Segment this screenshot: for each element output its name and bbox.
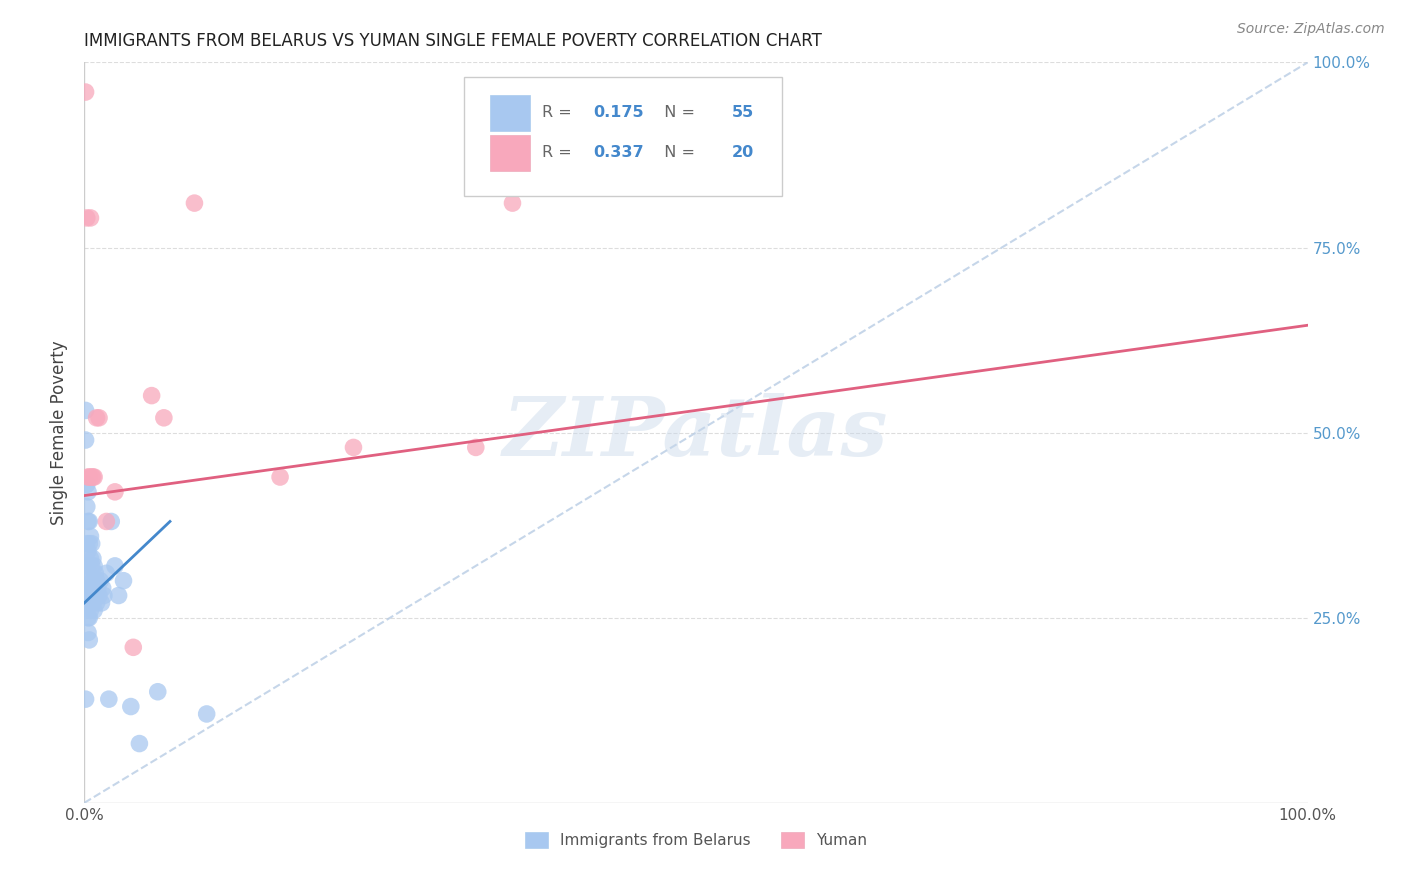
Point [76, 500, 98, 514]
Point [87, 410, 110, 425]
Point [77, 566, 100, 581]
Point [80, 558, 103, 573]
Y-axis label: Single Female Poverty: Single Female Poverty [51, 341, 69, 524]
Point [77, 544, 100, 558]
Text: ZIPatlas: ZIPatlas [503, 392, 889, 473]
Point [77, 632, 100, 647]
Point [195, 706, 218, 721]
Point [80, 596, 103, 610]
Point [82, 551, 104, 566]
Point [269, 470, 291, 484]
Point [104, 558, 127, 573]
Text: 20: 20 [731, 145, 754, 161]
Text: R =: R = [541, 105, 576, 120]
Point [79, 551, 101, 566]
Point [122, 640, 145, 655]
Point [86, 574, 108, 588]
Point [83, 603, 105, 617]
Point [89, 574, 111, 588]
Point [90, 596, 112, 610]
Point [77, 596, 100, 610]
Point [502, 196, 524, 211]
Point [76, 536, 98, 550]
Legend: Immigrants from Belarus, Yuman: Immigrants from Belarus, Yuman [519, 826, 873, 855]
Point [183, 196, 205, 211]
Point [128, 737, 150, 751]
Point [464, 441, 486, 455]
Point [77, 610, 100, 624]
Point [96, 566, 118, 581]
Point [76, 211, 98, 225]
Point [77, 574, 100, 588]
Point [153, 410, 176, 425]
Text: IMMIGRANTS FROM BELARUS VS YUMAN SINGLE FEMALE POVERTY CORRELATION CHART: IMMIGRANTS FROM BELARUS VS YUMAN SINGLE … [84, 32, 823, 50]
Point [77, 484, 100, 499]
Point [100, 515, 122, 529]
Point [120, 699, 142, 714]
Point [107, 589, 129, 603]
Point [77, 625, 100, 640]
FancyBboxPatch shape [464, 78, 782, 195]
Text: N =: N = [654, 105, 700, 120]
Point [79, 581, 101, 595]
Point [86, 596, 108, 610]
Point [97, 692, 120, 706]
Point [75, 403, 97, 417]
Bar [491, 135, 530, 170]
Point [77, 589, 100, 603]
Point [83, 581, 105, 595]
Point [76, 589, 98, 603]
Point [79, 211, 101, 225]
Point [77, 536, 100, 550]
Point [77, 470, 100, 484]
Point [84, 566, 107, 581]
Text: R =: R = [541, 145, 576, 161]
Point [146, 685, 169, 699]
Point [79, 529, 101, 543]
Point [77, 515, 100, 529]
Point [83, 470, 105, 484]
Point [87, 589, 110, 603]
Point [75, 85, 97, 99]
Point [80, 581, 103, 595]
Point [86, 410, 108, 425]
Point [75, 692, 97, 706]
Text: 55: 55 [731, 105, 754, 120]
Point [76, 477, 98, 491]
Point [79, 603, 101, 617]
Point [96, 515, 118, 529]
Point [77, 610, 100, 624]
Text: Source: ZipAtlas.com: Source: ZipAtlas.com [1237, 22, 1385, 37]
Point [80, 470, 103, 484]
Point [342, 441, 364, 455]
Point [80, 536, 103, 550]
Point [104, 484, 127, 499]
Point [84, 589, 107, 603]
Point [141, 388, 163, 402]
Point [82, 596, 104, 610]
Text: 0.337: 0.337 [593, 145, 644, 161]
Point [75, 433, 97, 447]
Point [83, 558, 105, 573]
Point [82, 470, 104, 484]
Point [87, 581, 110, 595]
Point [82, 574, 104, 588]
Text: 0.175: 0.175 [593, 105, 644, 120]
Point [76, 558, 98, 573]
Point [91, 581, 114, 595]
Bar [491, 95, 530, 130]
Point [77, 515, 100, 529]
Point [77, 470, 100, 484]
Point [112, 574, 135, 588]
Point [93, 589, 115, 603]
Text: N =: N = [654, 145, 700, 161]
